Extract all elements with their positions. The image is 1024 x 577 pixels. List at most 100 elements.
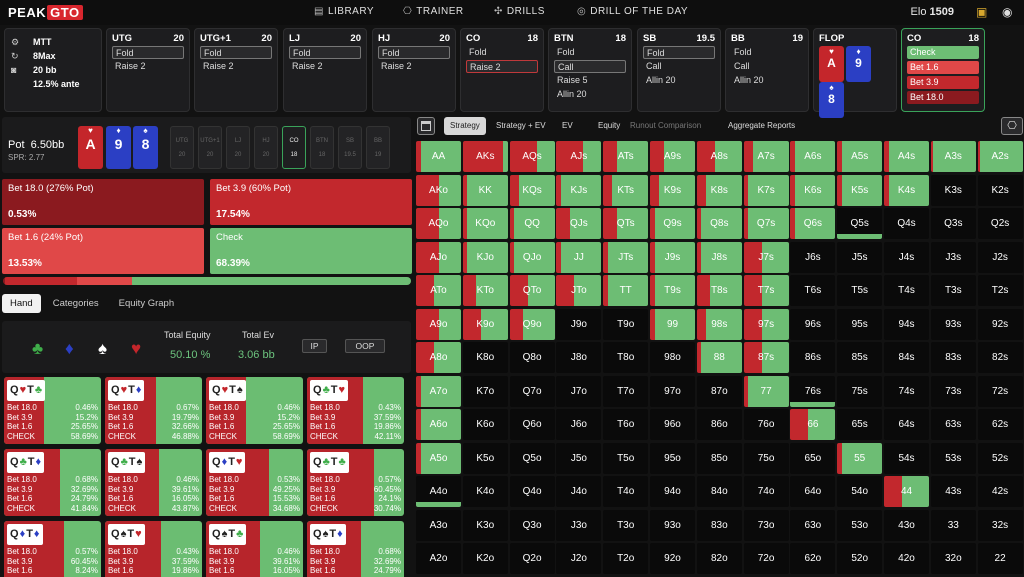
hand-cell[interactable]: K7s: [743, 174, 789, 206]
hand-cell[interactable]: J4s: [884, 241, 929, 273]
hand-cell[interactable]: Q8o: [509, 342, 555, 373]
hand-cell[interactable]: T5s: [837, 275, 883, 306]
hand-cell[interactable]: 65o: [790, 442, 836, 474]
hand-cell[interactable]: 22: [977, 543, 1023, 574]
combo-card[interactable]: Q ♠ T ♣ Bet 18.0 0.46% Bet 3.9 39.61% Bet 1.6 16.…: [206, 521, 303, 577]
hand-cell[interactable]: 77: [743, 375, 789, 407]
hand-cell[interactable]: AJs: [556, 141, 602, 172]
hand-cell[interactable]: KQo: [462, 208, 508, 239]
hand-cell[interactable]: 64s: [884, 409, 929, 440]
hand-cell[interactable]: 86s: [790, 342, 836, 373]
seat-card-sb[interactable]: SB 19.5 Fold Call Allin 20: [637, 28, 721, 112]
position-box-sb[interactable]: SB 19.5: [338, 126, 362, 169]
hand-cell[interactable]: A5s: [837, 141, 883, 172]
tab-ev[interactable]: EV: [562, 121, 573, 130]
suit-filter-icon[interactable]: ♦: [65, 339, 74, 358]
hand-cell[interactable]: QJo: [509, 241, 555, 273]
hand-cell[interactable]: A2s: [977, 141, 1023, 172]
co-action-check[interactable]: Check: [907, 46, 979, 59]
hand-cell[interactable]: T6o: [603, 409, 649, 440]
hand-cell[interactable]: QTo: [509, 275, 555, 306]
hand-cell[interactable]: 94o: [650, 476, 695, 507]
hand-cell[interactable]: T3o: [603, 509, 649, 541]
hand-cell[interactable]: 74s: [884, 375, 929, 407]
hand-cell[interactable]: T2o: [603, 543, 649, 574]
hand-cell[interactable]: Q2s: [977, 208, 1023, 239]
hand-cell[interactable]: Q5s: [837, 208, 883, 239]
suit-filter-icon[interactable]: ♣: [32, 339, 44, 358]
hand-cell[interactable]: Q4s: [884, 208, 929, 239]
hand-cell[interactable]: A6s: [790, 141, 836, 172]
hand-cell[interactable]: 96o: [650, 409, 695, 440]
hand-cell[interactable]: K4s: [884, 174, 929, 206]
seat-card-hj[interactable]: HJ 20 Fold Raise 2: [372, 28, 456, 112]
hand-cell[interactable]: J5o: [556, 442, 602, 474]
hand-cell[interactable]: 95o: [650, 442, 695, 474]
co-action-bet-1-6[interactable]: Bet 1.6: [907, 61, 979, 74]
hand-cell[interactable]: 62o: [790, 543, 836, 574]
hand-cell[interactable]: AQs: [509, 141, 555, 172]
hand-cell[interactable]: 83o: [696, 509, 742, 541]
hand-cell[interactable]: K9o: [462, 308, 508, 340]
strategy-action-1[interactable]: Bet 3.9 (60% Pot) 17.54%: [210, 179, 412, 225]
position-box-bb[interactable]: BB 19: [366, 126, 390, 169]
hand-cell[interactable]: A7o: [416, 375, 461, 407]
seat-card-lj[interactable]: LJ 20 Fold Raise 2: [283, 28, 367, 112]
hand-cell[interactable]: Q7s: [743, 208, 789, 239]
hand-cell[interactable]: A3s: [930, 141, 976, 172]
combo-card[interactable]: Q ♦ T ♦ Bet 18.0 0.57% Bet 3.9 60.45% Bet 1.6 8.2…: [4, 521, 101, 577]
hand-cell[interactable]: J3s: [930, 241, 976, 273]
logo[interactable]: PEAK GTO: [8, 5, 83, 20]
combo-card[interactable]: Q ♣ T ♠ Bet 18.0 0.46% Bet 3.9 39.61% Bet 1.6 16.…: [105, 449, 202, 516]
hand-cell[interactable]: 87o: [696, 375, 742, 407]
hand-cell[interactable]: K2o: [462, 543, 508, 574]
position-box-hj[interactable]: HJ 20: [254, 126, 278, 169]
refresh-icon[interactable]: ↻: [11, 50, 19, 61]
hand-cell[interactable]: K7o: [462, 375, 508, 407]
hand-cell[interactable]: AKs: [462, 141, 508, 172]
hand-cell[interactable]: 42s: [977, 476, 1023, 507]
hand-cell[interactable]: K4o: [462, 476, 508, 507]
seat-action[interactable]: Fold: [734, 47, 752, 57]
hand-cell[interactable]: T7o: [603, 375, 649, 407]
hand-cell[interactable]: 63s: [930, 409, 976, 440]
hand-cell[interactable]: 54o: [837, 476, 883, 507]
hand-cell[interactable]: K6s: [790, 174, 836, 206]
seat-card-utg[interactable]: UTG 20 Fold Raise 2: [106, 28, 190, 112]
seat-action[interactable]: Fold: [643, 46, 715, 59]
hand-cell[interactable]: 72o: [743, 543, 789, 574]
hand-cell[interactable]: T6s: [790, 275, 836, 306]
hand-cell[interactable]: K5s: [837, 174, 883, 206]
seat-action[interactable]: Raise 2: [381, 61, 412, 71]
hand-cell[interactable]: J8s: [696, 241, 742, 273]
hand-cell[interactable]: QTs: [603, 208, 649, 239]
hand-cell[interactable]: J9o: [556, 308, 602, 340]
hand-cell[interactable]: ATo: [416, 275, 461, 306]
hand-cell[interactable]: 43s: [930, 476, 976, 507]
hand-cell[interactable]: A7s: [743, 141, 789, 172]
hand-cell[interactable]: Q4o: [509, 476, 555, 507]
combo-card[interactable]: Q ♣ T ♦ Bet 18.0 0.68% Bet 3.9 32.69% Bet 1.6 24.…: [4, 449, 101, 516]
combo-card[interactable]: Q ♥ T ♦ Bet 18.0 0.67% Bet 3.9 19.79% Bet 1.6 32.…: [105, 377, 202, 444]
controller-icon[interactable]: ⎔: [1001, 117, 1023, 135]
seat-action[interactable]: Raise 2: [466, 60, 538, 73]
seat-action[interactable]: Fold: [378, 46, 450, 59]
seat-action[interactable]: Allin 20: [557, 89, 587, 99]
seat-action[interactable]: Fold: [200, 46, 272, 59]
hand-cell[interactable]: 63o: [790, 509, 836, 541]
seat-action[interactable]: Raise 2: [115, 61, 146, 71]
seat-action[interactable]: Raise 5: [557, 75, 588, 85]
hand-cell[interactable]: Q3s: [930, 208, 976, 239]
suit-filter-icon[interactable]: ♥: [131, 339, 142, 358]
hand-cell[interactable]: KJs: [556, 174, 602, 206]
hand-cell[interactable]: J2s: [977, 241, 1023, 273]
hand-cell[interactable]: 53o: [837, 509, 883, 541]
tab-strategy-ev[interactable]: Strategy + EV: [496, 121, 546, 130]
position-box-utg-plus1[interactable]: UTG+1 20: [198, 126, 222, 169]
hand-cell[interactable]: A4s: [884, 141, 929, 172]
hand-cell[interactable]: KK: [462, 174, 508, 206]
hand-cell[interactable]: A6o: [416, 409, 461, 440]
hand-cell[interactable]: 86o: [696, 409, 742, 440]
hand-cell[interactable]: 44: [884, 476, 929, 507]
hand-cell[interactable]: JJ: [556, 241, 602, 273]
